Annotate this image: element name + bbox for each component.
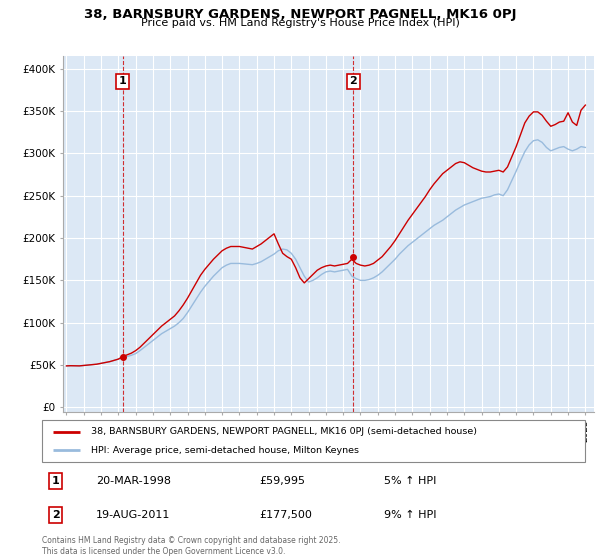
Text: 2: 2 <box>52 510 59 520</box>
Text: 1: 1 <box>119 76 127 86</box>
Text: 38, BARNSBURY GARDENS, NEWPORT PAGNELL, MK16 0PJ: 38, BARNSBURY GARDENS, NEWPORT PAGNELL, … <box>84 8 516 21</box>
Text: Contains HM Land Registry data © Crown copyright and database right 2025.
This d: Contains HM Land Registry data © Crown c… <box>42 536 341 556</box>
Text: 20-MAR-1998: 20-MAR-1998 <box>97 476 172 486</box>
Text: 5% ↑ HPI: 5% ↑ HPI <box>384 476 436 486</box>
Text: 19-AUG-2011: 19-AUG-2011 <box>97 510 170 520</box>
Text: 2: 2 <box>349 76 357 86</box>
Text: 1: 1 <box>52 476 59 486</box>
Text: HPI: Average price, semi-detached house, Milton Keynes: HPI: Average price, semi-detached house,… <box>91 446 359 455</box>
Text: Price paid vs. HM Land Registry's House Price Index (HPI): Price paid vs. HM Land Registry's House … <box>140 18 460 29</box>
Text: £59,995: £59,995 <box>259 476 305 486</box>
Text: 9% ↑ HPI: 9% ↑ HPI <box>384 510 437 520</box>
Text: £177,500: £177,500 <box>259 510 312 520</box>
Text: 38, BARNSBURY GARDENS, NEWPORT PAGNELL, MK16 0PJ (semi-detached house): 38, BARNSBURY GARDENS, NEWPORT PAGNELL, … <box>91 427 477 436</box>
FancyBboxPatch shape <box>42 420 585 462</box>
